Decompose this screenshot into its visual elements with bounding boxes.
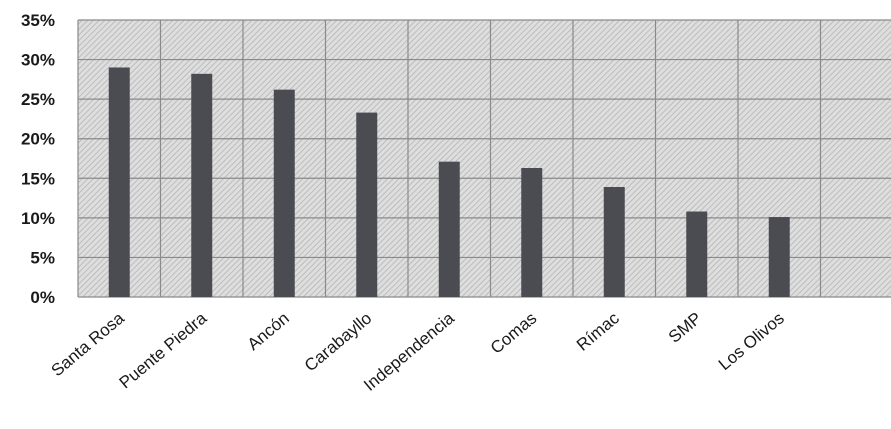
y-tick-label: 35% (21, 11, 55, 30)
x-tick-label: Santa Rosa (48, 308, 129, 380)
x-tick-label: Carabayllo (301, 309, 375, 376)
bar (191, 73, 213, 298)
x-tick-label: Rímac (573, 308, 623, 354)
vertical-gridlines (77, 20, 822, 297)
x-tick-label: Puente Piedra (116, 308, 211, 392)
y-tick-label: 20% (21, 130, 55, 149)
plot-area (78, 20, 891, 297)
x-tick-label: Los Olivos (715, 309, 788, 375)
bar (108, 67, 130, 297)
y-tick-label: 5% (30, 248, 55, 267)
bar (273, 89, 295, 297)
bars (108, 67, 790, 298)
y-tick-label: 30% (21, 51, 55, 70)
bar (356, 112, 378, 298)
y-tick-label: 0% (30, 288, 55, 307)
y-tick-label: 15% (21, 169, 55, 188)
x-tick-label: Ancón (244, 309, 293, 355)
x-tick-label: Independencia (360, 308, 458, 395)
y-tick-label: 10% (21, 209, 55, 228)
x-tick-label: Comas (487, 309, 540, 358)
bar (603, 186, 625, 297)
bar (686, 211, 708, 297)
horizontal-gridlines (78, 19, 891, 298)
y-tick-label: 25% (21, 90, 55, 109)
x-tick-label: SMP (665, 309, 705, 347)
bar (438, 161, 460, 297)
bar (768, 217, 790, 297)
y-axis-ticks: 0% 5% 10% 15% 20% 25% 30% 35% (21, 11, 55, 307)
bar (521, 167, 543, 297)
